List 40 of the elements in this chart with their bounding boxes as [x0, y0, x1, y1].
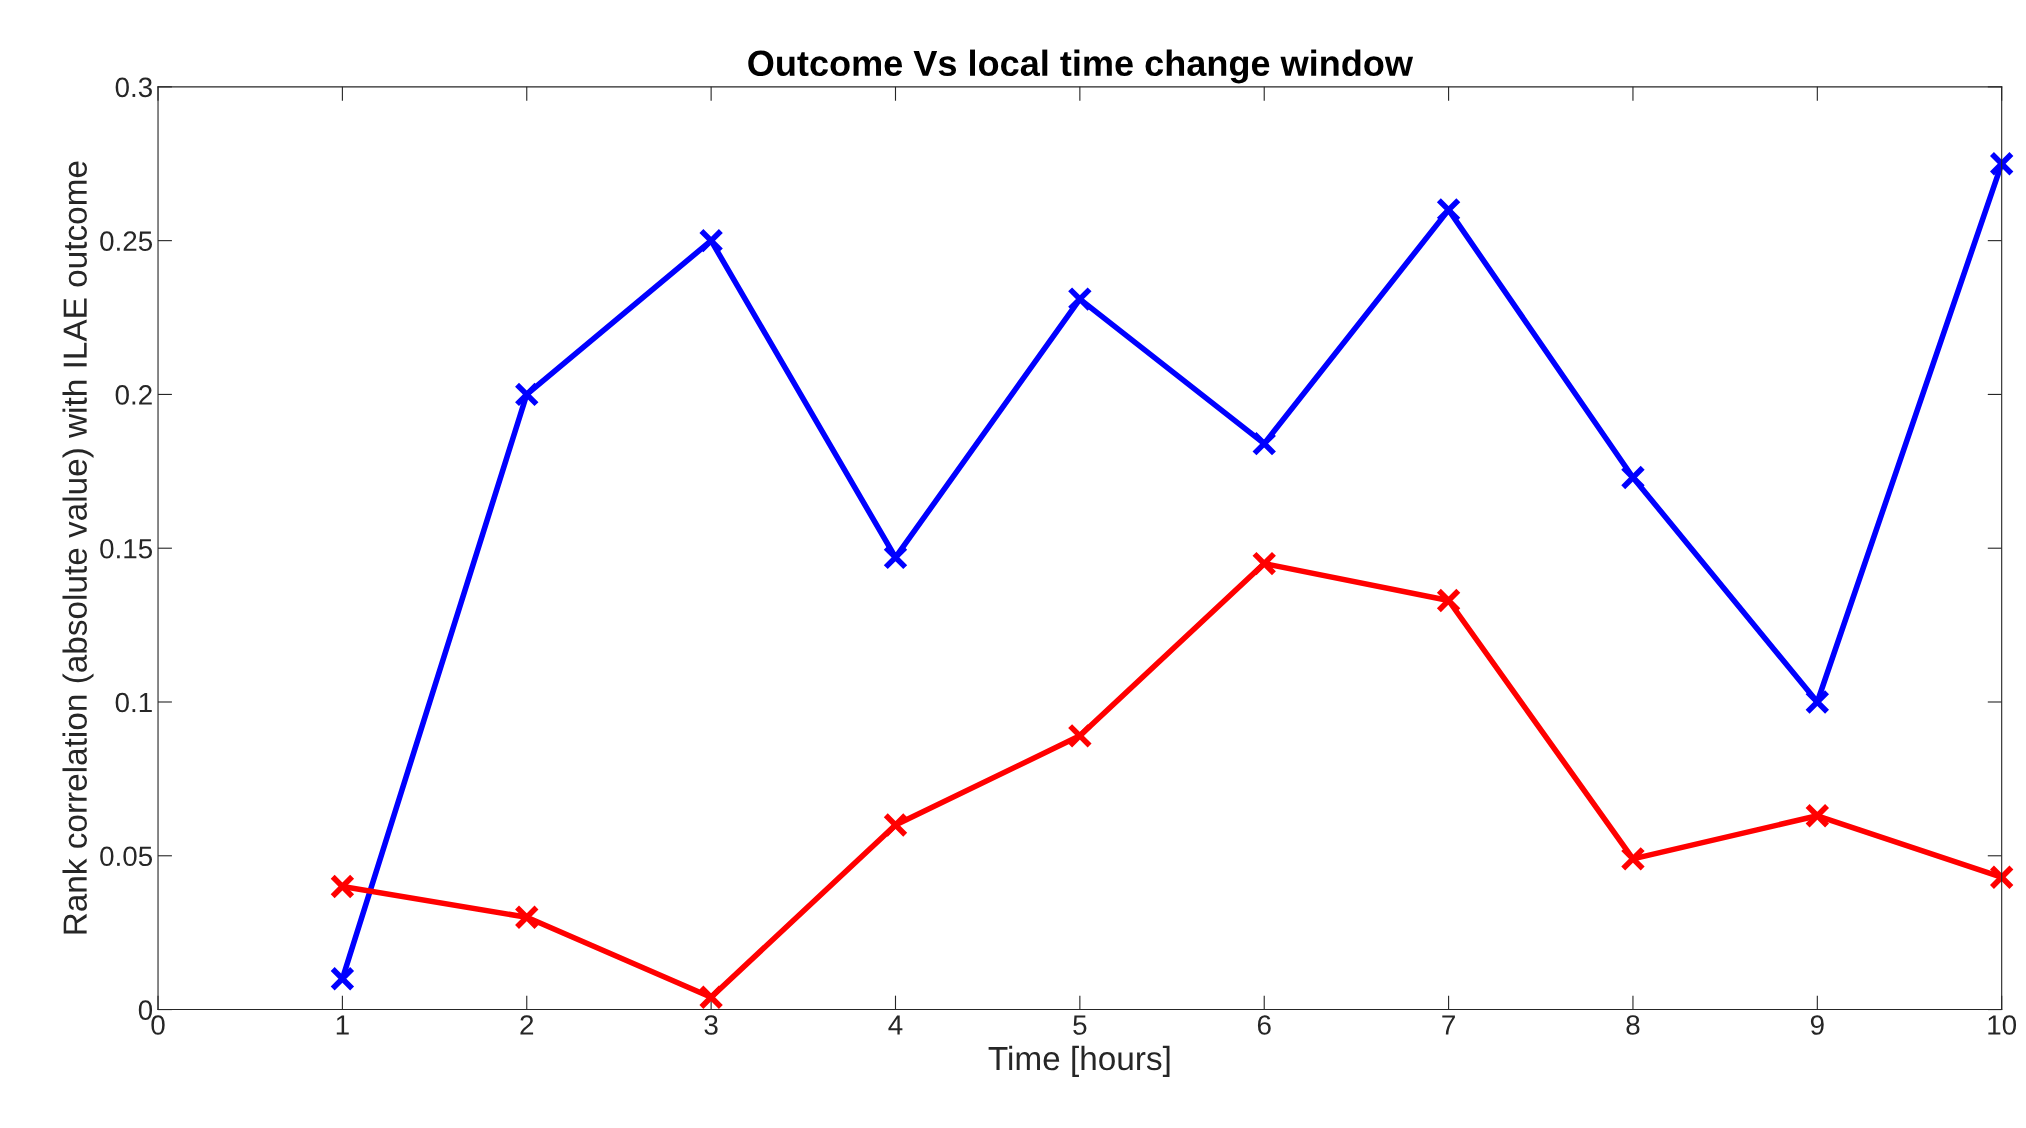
- point: [1989, 864, 2015, 890]
- y-tick-label: 0.3: [115, 77, 152, 98]
- x-axis-title: Time [hours]: [988, 1045, 1170, 1077]
- x-tick-label: 10: [1988, 1015, 2017, 1035]
- y-tick-label: 0: [138, 1000, 153, 1020]
- y-tick-label: 0.05: [100, 846, 153, 867]
- x-tick-label: 7: [1442, 1015, 1455, 1035]
- point: [698, 984, 724, 1010]
- point: [882, 544, 908, 570]
- point: [514, 381, 540, 407]
- point: [1989, 151, 2015, 177]
- point: [1436, 197, 1462, 223]
- point: [514, 904, 540, 930]
- point: [1620, 846, 1646, 872]
- x-tick-label: 3: [704, 1015, 718, 1035]
- point: [882, 812, 908, 838]
- point: [1251, 551, 1277, 577]
- point: [329, 966, 355, 992]
- x-tick-label: 2: [520, 1015, 534, 1035]
- point: [1436, 587, 1462, 613]
- chart-title: Outcome Vs local time change window: [748, 49, 1414, 84]
- x-tick-label: 1: [336, 1015, 349, 1035]
- x-tick-label: 4: [888, 1015, 903, 1035]
- x-tick-label: 9: [1810, 1015, 1824, 1035]
- point: [1804, 803, 1830, 829]
- x-tick-label: 6: [1257, 1015, 1271, 1035]
- y-tick-label: 0.2: [115, 385, 152, 405]
- y-tick-label: 0.25: [100, 231, 153, 251]
- y-tick-label: 0.15: [100, 538, 153, 559]
- x-tick-label: 8: [1626, 1015, 1640, 1035]
- point: [1067, 723, 1093, 749]
- point: [698, 228, 724, 254]
- x-tick-label: 5: [1073, 1015, 1087, 1035]
- point: [1804, 689, 1830, 715]
- y-tick-label: 0.1: [115, 692, 152, 713]
- y-axis-title: Rank correlation (absolute value) with ILAE outcome: [62, 161, 94, 934]
- point: [1251, 431, 1277, 457]
- point: [1067, 286, 1093, 312]
- point: [329, 874, 355, 900]
- point: [1620, 464, 1646, 490]
